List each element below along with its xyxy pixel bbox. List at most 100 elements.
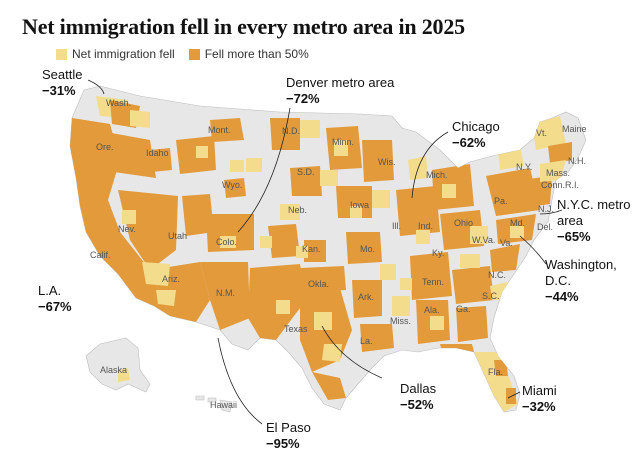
state-label-minn: Minn. [332, 137, 354, 147]
callout-denver-name: Denver metro area [286, 75, 395, 90]
callout-seattle-name: Seattle [42, 67, 83, 82]
state-label-wis: Wis. [378, 157, 396, 167]
map-title: Net immigration fell in every metro area… [22, 14, 465, 39]
state-label-colo: Colo. [216, 237, 237, 247]
state-label-nd: N.D. [282, 126, 300, 136]
callout-washington-value: −44% [545, 289, 579, 304]
state-label-ala: Ala. [424, 305, 440, 315]
state-label-nev: Nev. [118, 224, 136, 234]
state-label-mo: Mo. [360, 244, 375, 254]
state-label-va: Va. [500, 238, 513, 248]
callout-la: L.A. −67% [38, 283, 72, 315]
state-label-ariz: Ariz. [162, 274, 180, 284]
state-label-alaska: Alaska [100, 365, 127, 375]
callout-miami: Miami −32% [522, 383, 557, 415]
callout-chicago-value: −62% [452, 135, 486, 150]
state-label-mich: Mich. [426, 170, 448, 180]
callout-miami-value: −32% [522, 399, 556, 414]
callout-chicago-name: Chicago [452, 119, 500, 134]
alaska-landmass [85, 337, 151, 393]
leader-denver [237, 107, 291, 233]
legend-item-fell: Net immigration fell [56, 47, 175, 61]
callout-denver-value: −72% [286, 91, 320, 106]
legend-label-fell: Net immigration fell [72, 47, 175, 61]
state-label-ind: Ind. [418, 221, 433, 231]
state-label-ri: R.I. [565, 180, 579, 190]
state-label-la: La. [360, 336, 373, 346]
legend-swatch-fell [56, 48, 67, 60]
state-label-iowa: Iowa [350, 200, 369, 210]
county-fills [70, 96, 572, 412]
state-label-pa: Pa. [494, 196, 508, 206]
state-label-ky: Ky. [432, 248, 444, 258]
state-label-vt: Vt. [536, 128, 547, 138]
state-label-sc: S.C. [482, 291, 500, 301]
state-label-maine: Maine [562, 124, 587, 134]
leader-dallas [321, 325, 383, 379]
leader-seattle [87, 79, 105, 95]
callout-nyc-value: −65% [557, 229, 591, 244]
callout-elpaso-value: −95% [266, 436, 300, 451]
state-label-conn: Conn. [541, 180, 565, 190]
alaska-county-fill [118, 368, 130, 382]
state-label-wyo: Wyo. [222, 180, 242, 190]
state-label-idaho: Idaho [146, 148, 169, 158]
leader-chicago [411, 131, 449, 199]
legend-item-fell-50: Fell more than 50% [188, 47, 309, 61]
state-label-kan: Kan. [302, 244, 321, 254]
state-label-nc: N.C. [488, 270, 506, 280]
callout-seattle: Seattle −31% [42, 67, 82, 99]
state-label-neb: Neb. [288, 205, 307, 215]
state-label-md: Md. [510, 218, 525, 228]
state-label-nj: N.J. [538, 204, 554, 214]
state-label-fla: Fla. [488, 367, 503, 377]
callout-la-value: −67% [38, 299, 72, 314]
state-label-tenn: Tenn. [422, 277, 444, 287]
leader-washington [519, 235, 547, 265]
callout-washington: Washington, D.C. −44% [545, 257, 625, 305]
callout-chicago: Chicago −62% [452, 119, 500, 151]
callout-la-name: L.A. [38, 283, 62, 298]
callout-seattle-value: −31% [42, 83, 76, 98]
state-label-calif: Calif. [90, 250, 111, 260]
state-label-ny: N.Y. [516, 162, 532, 172]
callout-washington-name: Washington, D.C. [545, 257, 617, 288]
state-label-hawaii: Hawaii [210, 400, 237, 410]
callout-elpaso-name: El Paso [266, 420, 311, 435]
legend-label-fell-50: Fell more than 50% [204, 47, 309, 61]
state-label-miss: Miss. [390, 316, 411, 326]
leader-miami [507, 391, 521, 399]
state-label-sd: S.D. [297, 167, 315, 177]
callout-miami-name: Miami [522, 383, 557, 398]
callout-leaders [87, 79, 563, 425]
state-label-utah: Utah [168, 231, 187, 241]
callout-denver: Denver metro area −72% [286, 75, 394, 107]
callout-dallas-name: Dallas [400, 381, 437, 396]
state-label-ark: Ark. [358, 292, 374, 302]
state-label-ga: Ga. [456, 304, 471, 314]
state-label-wva: W.Va. [472, 235, 495, 245]
state-label-ohio: Ohio [454, 218, 473, 228]
state-label-mont: Mont. [208, 125, 231, 135]
state-label-ill: Ill. [392, 221, 401, 231]
callout-dallas-value: −52% [400, 397, 434, 412]
callout-nyc-name: N.Y.C. metro area [557, 197, 631, 228]
state-label-ore: Ore. [96, 142, 114, 152]
state-label-del: Del. [537, 222, 553, 232]
state-label-wash: Wash. [106, 98, 131, 108]
legend-swatch-fell-50 [188, 48, 200, 60]
callout-dallas: Dallas −52% [400, 381, 436, 413]
leader-elpaso [217, 337, 263, 425]
state-label-nm: N.M. [216, 288, 235, 298]
leader-nyc [539, 209, 563, 215]
state-labels: Wash. Ore. Idaho Mont. N.D. Minn. Wis. M… [90, 98, 587, 410]
callout-elpaso: El Paso −95% [266, 420, 311, 452]
state-label-mass: Mass. [546, 168, 570, 178]
state-label-texas: Texas [284, 324, 308, 334]
callout-nyc: N.Y.C. metro area −65% [557, 197, 637, 245]
state-label-nh: N.H. [568, 156, 586, 166]
hawaii-landmass [195, 395, 233, 413]
state-label-okla: Okla. [308, 279, 329, 289]
legend: Net immigration fell Fell more than 50% [56, 47, 323, 61]
